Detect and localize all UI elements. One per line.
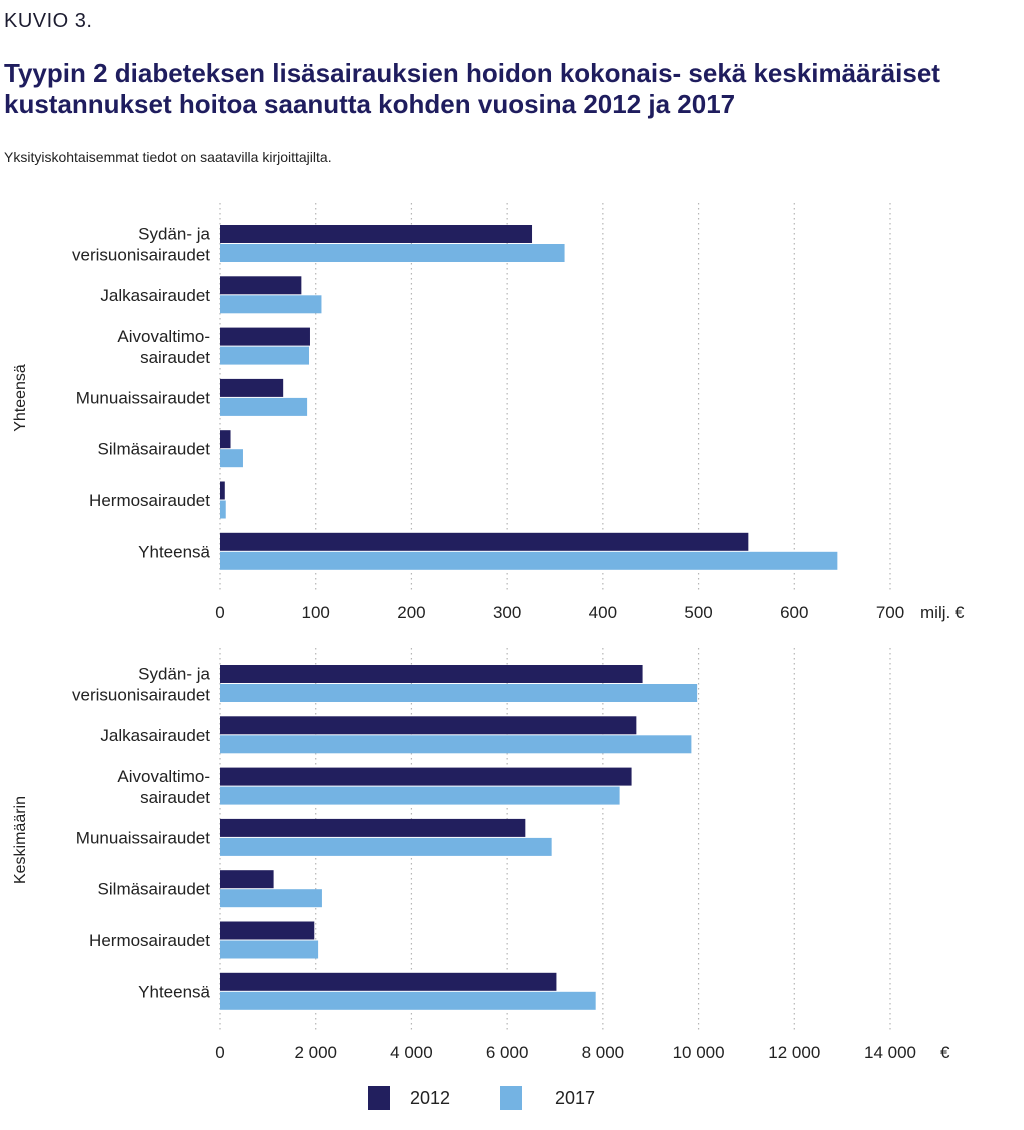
bar-2017 [220, 551, 838, 570]
axis-unit-label: € [940, 1043, 950, 1062]
category-label: Munuaissairaudet [76, 388, 210, 407]
category-label: Hermosairaudet [89, 931, 210, 950]
category-label: Munuaissairaudet [76, 828, 210, 847]
bar-2012 [220, 430, 231, 449]
bar-2017 [220, 940, 319, 959]
x-tick-label: 0 [215, 1043, 224, 1062]
bar-2017 [220, 889, 322, 908]
category-label: Jalkasairaudet [100, 286, 210, 305]
category-label: Yhteensä [138, 982, 210, 1001]
category-label: Silmäsairaudet [98, 880, 211, 899]
axis-unit-label: milj. € [920, 603, 965, 622]
x-tick-label: 4 000 [390, 1043, 433, 1062]
category-label: Sydän- ja [138, 665, 210, 684]
category-label: verisuonisairaudet [72, 686, 210, 705]
x-tick-label: 500 [684, 603, 712, 622]
category-label: Yhteensä [138, 542, 210, 561]
category-label: verisuonisairaudet [72, 246, 210, 265]
x-tick-label: 400 [589, 603, 617, 622]
x-tick-label: 700 [876, 603, 904, 622]
bar-2012 [220, 818, 526, 837]
x-tick-label: 0 [215, 603, 224, 622]
category-label: Aivovaltimo- [117, 767, 210, 786]
panel-label: Keskimäärin [12, 796, 29, 884]
bar-2017 [220, 837, 552, 856]
category-label: Silmäsairaudet [98, 440, 211, 459]
bar-2017 [220, 500, 226, 519]
bar-2012 [220, 972, 557, 991]
x-tick-label: 6 000 [486, 1043, 529, 1062]
bar-2012 [220, 276, 302, 295]
legend-swatch-2012 [368, 1086, 390, 1110]
legend-swatch-2017 [500, 1086, 522, 1110]
bar-2017 [220, 684, 698, 702]
category-label: Hermosairaudet [89, 491, 210, 510]
legend-label-2012: 2012 [410, 1088, 450, 1108]
category-label: Jalkasairaudet [100, 726, 210, 745]
bar-2017 [220, 991, 596, 1010]
bar-2017 [220, 244, 565, 262]
chart-subtitle: Yksityiskohtaisemmat tiedot on saatavill… [4, 149, 332, 165]
bar-2017 [220, 295, 322, 314]
bar-2012 [220, 378, 284, 397]
x-tick-label: 600 [780, 603, 808, 622]
category-label: sairaudet [140, 788, 210, 807]
bar-2012 [220, 716, 637, 735]
x-tick-label: 12 000 [768, 1043, 820, 1062]
bar-2017 [220, 346, 310, 365]
panel-label: Yhteensä [12, 364, 29, 432]
bar-2012 [220, 532, 749, 551]
bar-2012 [220, 921, 315, 940]
figure-label: KUVIO 3. [4, 10, 93, 32]
bar-2012 [220, 481, 225, 500]
category-label: Aivovaltimo- [117, 327, 210, 346]
category-label: Sydän- ja [138, 225, 210, 244]
x-tick-label: 2 000 [294, 1043, 337, 1062]
x-tick-label: 10 000 [673, 1043, 725, 1062]
bar-2012 [220, 767, 632, 786]
x-tick-label: 8 000 [582, 1043, 625, 1062]
bar-2012 [220, 327, 310, 346]
category-label: sairaudet [140, 348, 210, 367]
bar-2017 [220, 397, 308, 416]
x-tick-label: 100 [302, 603, 330, 622]
bar-2012 [220, 665, 643, 683]
x-tick-label: 14 000 [864, 1043, 916, 1062]
x-tick-label: 200 [397, 603, 425, 622]
x-tick-label: 300 [493, 603, 521, 622]
bar-2017 [220, 449, 243, 468]
bar-2012 [220, 870, 274, 889]
bar-2017 [220, 735, 692, 754]
legend-label-2017: 2017 [555, 1088, 595, 1108]
bar-2012 [220, 225, 533, 243]
bar-2017 [220, 786, 620, 805]
chart-title: Tyypin 2 diabeteksen lisäsairauksien hoi… [4, 58, 940, 119]
